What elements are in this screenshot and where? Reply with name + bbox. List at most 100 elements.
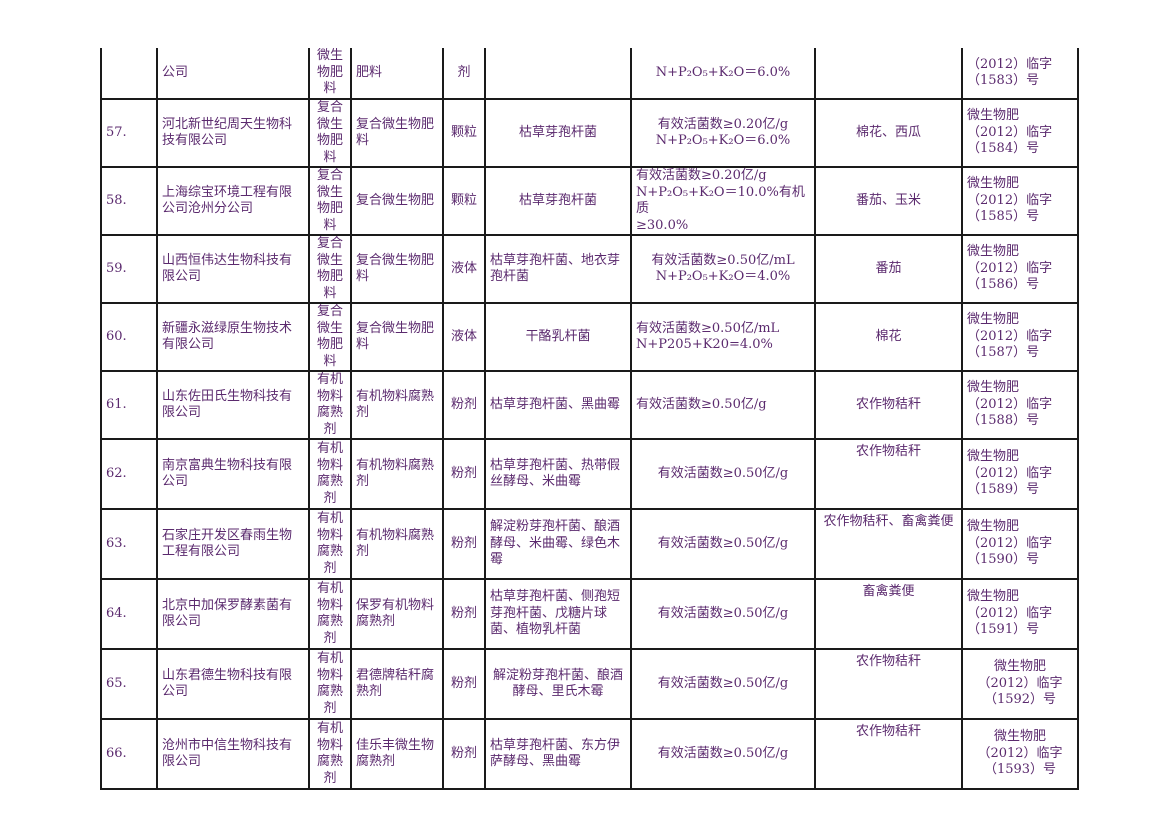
reg-line: 微生物肥 xyxy=(967,589,1020,605)
row-number: 61. xyxy=(100,370,158,440)
row-number: 58. xyxy=(100,166,158,236)
tech-line: 有效活菌数≥0.20亿/g xyxy=(657,116,789,132)
table-row: 59. 山西恒伟达生物科技有限公司 复合微生物肥料 复合微生物肥料 液体 枯草芽… xyxy=(100,234,1079,304)
table-row: 60. 新疆永滋绿原生物技术有限公司 复合微生物肥料 复合微生物肥料 液体 干酪… xyxy=(100,302,1079,372)
company-name: 山东君德生物科技有限公司 xyxy=(156,648,310,720)
product-type: 有机物料腐熟剂 xyxy=(308,578,352,650)
reg-line: 微生物肥 xyxy=(967,380,1020,396)
row-number: 60. xyxy=(100,302,158,372)
registration-number: 微生物肥 （2012）临字 （1588）号 xyxy=(961,370,1079,440)
applicable-crops: 番茄、玉米 xyxy=(814,166,963,236)
product-form: 液体 xyxy=(442,302,486,372)
product-name: 有机物料腐熟剂 xyxy=(350,438,444,510)
product-form: 粉剂 xyxy=(442,648,486,720)
applicable-crops: 农作物秸秆 xyxy=(814,370,963,440)
company-name: 新疆永滋绿原生物技术有限公司 xyxy=(156,302,310,372)
effective-strain: 枯草芽孢杆菌、地衣芽孢杆菌 xyxy=(484,234,632,304)
company-name: 公司 xyxy=(156,48,310,100)
reg-line: （2012）临字 xyxy=(967,192,1053,208)
tech-line: N+P₂O₅+K₂O＝6.0% xyxy=(655,64,791,80)
tech-line: 有效活菌数≥0.50亿/g xyxy=(657,605,789,621)
product-name: 君德牌秸秆腐熟剂 xyxy=(350,648,444,720)
table-row: 66. 沧州市中信生物科技有限公司 有机物料腐熟剂 佳乐丰微生物腐熟剂 粉剂 枯… xyxy=(100,718,1079,790)
row-number xyxy=(100,48,158,100)
product-form: 粉剂 xyxy=(442,370,486,440)
technical-indicators: 有效活菌数≥0.50亿/mL N+P205+K20=4.0% xyxy=(630,302,816,372)
company-name: 上海综宝环境工程有限公司沧州分公司 xyxy=(156,166,310,236)
reg-line: （1588）号 xyxy=(967,413,1040,429)
reg-line: 微生物肥 xyxy=(967,108,1020,124)
technical-indicators: N+P₂O₅+K₂O＝6.0% xyxy=(630,48,816,100)
effective-strain: 解淀粉芽孢杆菌、酿酒酵母、里氏木霉 xyxy=(484,648,632,720)
registration-number: 微生物肥 （2012）临字 （1586）号 xyxy=(961,234,1079,304)
product-type: 有机物料腐熟剂 xyxy=(308,438,352,510)
product-form: 剂 xyxy=(442,48,486,100)
product-form: 颗粒 xyxy=(442,166,486,236)
reg-line: 微生物肥 xyxy=(967,449,1020,465)
registration-number: 微生物肥 （2012）临字 （1592）号 xyxy=(961,648,1079,720)
reg-line: （1589）号 xyxy=(967,482,1040,498)
row-number: 57. xyxy=(100,98,158,168)
applicable-crops xyxy=(814,48,963,100)
reg-line: （2012）临字 xyxy=(967,605,1053,621)
reg-line: （2012）临字 xyxy=(967,396,1053,412)
technical-indicators: 有效活菌数≥0.50亿/g xyxy=(630,370,816,440)
tech-line: 有效活菌数≥0.50亿/mL xyxy=(651,252,795,268)
product-type: 复合微生物肥料 xyxy=(308,234,352,304)
product-form: 粉剂 xyxy=(442,578,486,650)
registration-number: 微生物肥 （2012）临字 （1589）号 xyxy=(961,438,1079,510)
registration-number: 微生物肥 （2012）临字 （1590）号 xyxy=(961,508,1079,580)
tech-line: ≥30.0% xyxy=(636,217,689,233)
applicable-crops: 棉花 xyxy=(814,302,963,372)
effective-strain: 干酪乳杆菌 xyxy=(484,302,632,372)
company-name: 北京中加保罗酵素菌有限公司 xyxy=(156,578,310,650)
reg-line: 微生物肥 xyxy=(967,244,1020,260)
tech-line: 有效活菌数≥0.50亿/g xyxy=(657,675,789,691)
product-name: 复合微生物肥 xyxy=(350,166,444,236)
company-name: 河北新世纪周天生物科技有限公司 xyxy=(156,98,310,168)
reg-line: （2012）临字 xyxy=(967,56,1053,72)
technical-indicators: 有效活菌数≥0.50亿/g xyxy=(630,438,816,510)
tech-line: 有效活菌数≥0.50亿/g xyxy=(657,465,789,481)
product-name: 复合微生物肥料 xyxy=(350,234,444,304)
technical-indicators: 有效活菌数≥0.50亿/g xyxy=(630,578,816,650)
company-name: 南京富典生物科技有限公司 xyxy=(156,438,310,510)
reg-line: 微生物肥 xyxy=(993,729,1046,745)
reg-line: 微生物肥 xyxy=(967,519,1020,535)
reg-line: （1584）号 xyxy=(967,141,1040,157)
effective-strain: 枯草芽孢杆菌 xyxy=(484,166,632,236)
effective-strain: 枯草芽孢杆菌、热带假丝酵母、米曲霉 xyxy=(484,438,632,510)
reg-line: （2012）临字 xyxy=(967,328,1053,344)
registration-number: 微生物肥 （2012）临字 （1591）号 xyxy=(961,578,1079,650)
effective-strain xyxy=(484,48,632,100)
table-row: 64. 北京中加保罗酵素菌有限公司 有机物料腐熟剂 保罗有机物料腐熟剂 粉剂 枯… xyxy=(100,578,1079,650)
product-name: 有机物料腐熟剂 xyxy=(350,370,444,440)
product-name: 复合微生物肥料 xyxy=(350,302,444,372)
applicable-crops: 农作物秸秆 xyxy=(814,718,963,790)
product-name: 有机物料腐熟剂 xyxy=(350,508,444,580)
table-row: 63. 石家庄开发区春雨生物工程有限公司 有机物料腐熟剂 有机物料腐熟剂 粉剂 … xyxy=(100,508,1079,580)
applicable-crops: 棉花、西瓜 xyxy=(814,98,963,168)
reg-line: （1590）号 xyxy=(967,552,1040,568)
registration-number: （2012）临字 （1583）号 xyxy=(961,48,1079,100)
effective-strain: 枯草芽孢杆菌、东方伊萨酵母、黑曲霉 xyxy=(484,718,632,790)
tech-line: 有效活菌数≥0.50亿/g xyxy=(657,535,789,551)
tech-line: N+P₂O₅+K₂O＝10.0%有机质 xyxy=(636,184,805,217)
applicable-crops: 畜禽粪便 xyxy=(814,578,963,650)
table-row: 57. 河北新世纪周天生物科技有限公司 复合微生物肥料 复合微生物肥料 颗粒 枯… xyxy=(100,98,1079,168)
product-type: 复合微生物肥料 xyxy=(308,98,352,168)
product-form: 粉剂 xyxy=(442,508,486,580)
product-type: 有机物料腐熟剂 xyxy=(308,370,352,440)
product-type: 微生物肥料 xyxy=(308,48,352,100)
effective-strain: 解淀粉芽孢杆菌、酿酒酵母、米曲霉、绿色木霉 xyxy=(484,508,632,580)
tech-line: N+P205+K20=4.0% xyxy=(636,337,773,352)
product-type: 复合微生物肥料 xyxy=(308,302,352,372)
reg-line: 微生物肥 xyxy=(967,176,1020,192)
reg-line: （1585）号 xyxy=(967,209,1040,225)
tech-line: N+P₂O₅+K₂O＝6.0% xyxy=(655,133,791,148)
technical-indicators: 有效活菌数≥0.50亿/g xyxy=(630,508,816,580)
applicable-crops: 番茄 xyxy=(814,234,963,304)
product-type: 有机物料腐熟剂 xyxy=(308,648,352,720)
effective-strain: 枯草芽孢杆菌、黑曲霉 xyxy=(484,370,632,440)
tech-line: 有效活菌数≥0.50亿/mL xyxy=(636,320,780,336)
